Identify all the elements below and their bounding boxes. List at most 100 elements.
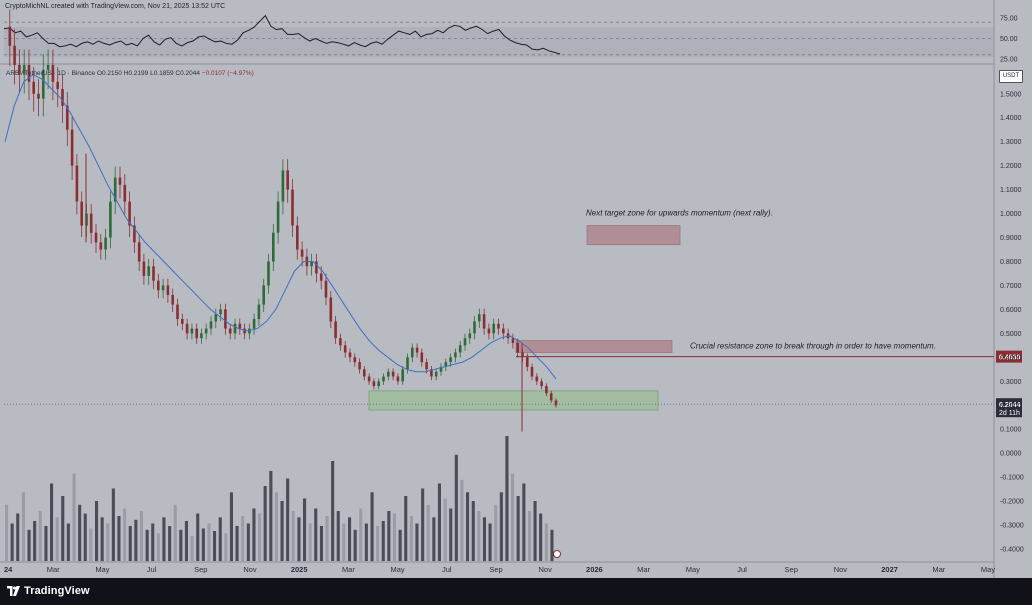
volume-bar — [151, 523, 155, 561]
price-tick-label: 0.0000 — [1000, 451, 1022, 458]
volume-bar — [83, 513, 87, 561]
target-zone-note: Next target zone for upwards momentum (n… — [586, 209, 773, 218]
candle-body — [224, 309, 227, 329]
price-tick-label: -0.4000 — [1000, 547, 1024, 554]
legend-symbol: ARB / TetherUS · 1D · Binance — [6, 70, 96, 77]
volume-bar — [336, 511, 340, 561]
time-tick-label: Nov — [539, 565, 553, 574]
volume-bar — [359, 508, 363, 561]
volume-bar — [297, 517, 301, 562]
time-tick-label: Nov — [243, 565, 257, 574]
volume-bar — [224, 533, 228, 561]
resistance-zone-note: Crucial resistance zone to break through… — [690, 341, 936, 350]
candle-body — [343, 345, 347, 353]
replay-marker-icon — [553, 550, 561, 558]
oscillator-tick-label: 50.00 — [1000, 36, 1018, 43]
volume-bar — [454, 454, 458, 562]
volume-bar — [139, 511, 143, 561]
candle-body — [502, 328, 505, 334]
candle-body — [32, 81, 35, 94]
candle-body — [209, 321, 213, 329]
zone-layer — [368, 225, 681, 411]
candle-body — [204, 328, 208, 334]
candle-body — [262, 285, 265, 305]
candle-body — [214, 314, 218, 322]
last-price-countdown: 2d 11h — [999, 410, 1020, 417]
time-tick-label: Jul — [442, 565, 452, 574]
price-tick-label: 0.4000 — [1000, 355, 1022, 362]
candle-body — [444, 362, 448, 367]
time-tick-label: Sep — [489, 565, 502, 574]
candle-body — [545, 386, 548, 394]
volume-layer — [5, 436, 554, 562]
candle-body — [200, 333, 203, 339]
volume-bar — [505, 436, 509, 561]
time-tick-label: Sep — [194, 565, 207, 574]
price-tick-label: -0.1000 — [1000, 475, 1024, 482]
volume-bar — [398, 529, 402, 562]
price-tick-label: -0.3000 — [1000, 523, 1024, 530]
legend-close: C0.2044 — [175, 70, 200, 77]
price-tick-label: 0.8000 — [1000, 259, 1022, 266]
time-tick-label: Mar — [932, 565, 945, 574]
volume-bar — [381, 521, 385, 561]
time-tick-label: Jul — [147, 565, 157, 574]
time-tick-label: Jul — [737, 565, 747, 574]
candle-body — [80, 201, 83, 226]
candle-body — [487, 328, 491, 334]
candle-body — [257, 304, 261, 319]
volume-bar — [168, 526, 172, 561]
candle-body — [458, 345, 462, 353]
candle-body — [46, 65, 50, 70]
volume-bar — [111, 488, 115, 561]
candle-body — [51, 65, 55, 82]
price-tick-label: -0.2000 — [1000, 499, 1024, 506]
volume-bar — [370, 492, 374, 562]
volume-bar — [190, 536, 194, 561]
candle-body — [56, 81, 59, 89]
candle-body — [228, 328, 232, 334]
volume-bar — [314, 508, 318, 561]
chart-credit: CryptoMichNL created with TradingView.co… — [5, 3, 226, 10]
candle-body — [109, 201, 112, 238]
candle-body — [152, 266, 155, 281]
candle-body — [233, 323, 237, 334]
volume-bar — [269, 471, 273, 561]
volume-bar — [156, 533, 160, 561]
time-tick-label: Mar — [637, 565, 650, 574]
footer-brand: TradingView — [24, 585, 90, 597]
volume-bar — [477, 511, 481, 561]
volume-bar — [21, 492, 25, 562]
candle-body — [37, 93, 40, 99]
candle-body — [181, 319, 184, 324]
volume-bar — [61, 496, 65, 561]
oscillator-tick-label: 75.00 — [1000, 16, 1018, 23]
legend-low: L0.1859 — [150, 70, 174, 77]
ma-layer — [4, 74, 557, 380]
candle-body — [176, 304, 179, 319]
candle-body — [473, 321, 476, 334]
time-tick-label: 2025 — [291, 565, 308, 574]
candle-body — [463, 338, 467, 346]
candle-body — [27, 65, 31, 82]
candle-body — [276, 201, 280, 233]
volume-bar — [527, 511, 531, 561]
currency-button[interactable]: USDT — [999, 70, 1023, 83]
volume-bar — [10, 523, 14, 561]
candle-body — [267, 261, 270, 286]
volume-bar — [246, 523, 250, 561]
oscillator-layer: 75.00 50.00 25.00 — [3, 14, 1018, 63]
candle-body — [252, 319, 256, 329]
volume-bar — [353, 529, 357, 562]
candle-body — [18, 65, 21, 75]
candle-body — [75, 165, 79, 202]
footer-bar: TradingView — [0, 578, 1032, 605]
candle-body — [22, 65, 26, 75]
candle-body — [13, 45, 16, 65]
volume-bar — [44, 526, 48, 561]
candle-body — [420, 352, 424, 363]
candle-body — [272, 232, 275, 262]
